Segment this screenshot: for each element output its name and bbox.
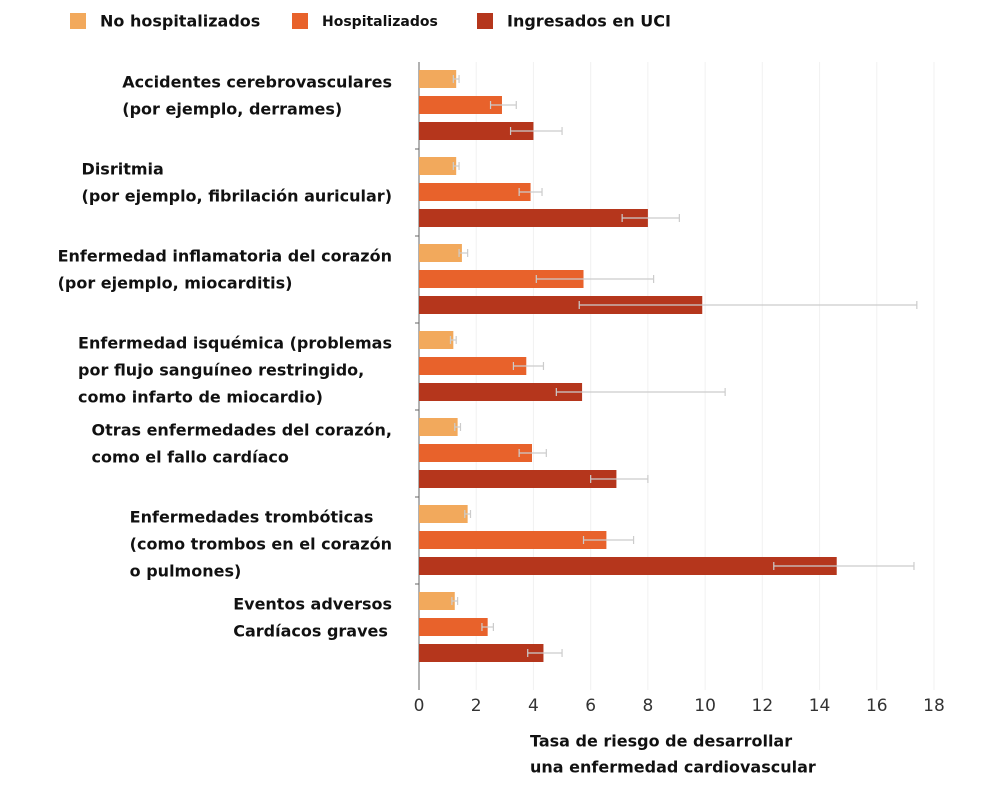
legend-label: Hospitalizados: [322, 14, 438, 30]
error-bar: [512, 362, 545, 370]
error-bar: [452, 75, 460, 83]
bar: [419, 209, 648, 227]
bar: [419, 244, 462, 262]
error-bar: [509, 127, 563, 135]
category-label: Disritmia (por ejemplo, fibrilación auric…: [82, 160, 392, 206]
bar: [419, 557, 837, 575]
bar: [419, 418, 458, 436]
error-bar: [518, 188, 543, 196]
x-axis-label: una enfermedad cardiovascular: [530, 758, 816, 777]
category-line: por flujo sanguíneo restringido,: [78, 361, 364, 380]
x-tick-label: 4: [528, 696, 539, 716]
error-bar: [449, 336, 457, 344]
error-bar: [555, 388, 726, 396]
legend-label: No hospitalizados: [100, 12, 260, 31]
error-bar: [590, 475, 649, 483]
bar: [419, 183, 531, 201]
x-tick-label: 18: [923, 696, 945, 716]
category-line: (por ejemplo, miocarditis): [58, 274, 293, 293]
category-line: Accidentes cerebrovasculares: [122, 73, 392, 92]
legend-swatch: [70, 13, 86, 29]
error-bar: [582, 536, 635, 544]
x-tick-label: 0: [414, 696, 425, 716]
category-line: Enfermedad inflamatoria del corazón: [58, 247, 392, 266]
category-line: Enfermedades trombóticas: [130, 508, 374, 527]
category-line: Otras enfermedades del corazón,: [92, 421, 392, 440]
error-bar: [527, 649, 563, 657]
bar: [419, 296, 703, 314]
error-bar: [518, 449, 547, 457]
category-line: como el fallo cardíaco: [92, 448, 289, 467]
category-label: Eventos adversos Cardíacos graves: [233, 595, 392, 641]
category-line: Cardíacos graves: [233, 622, 388, 641]
category-label: Enfermedades trombóticas (como trombos en…: [130, 508, 392, 581]
category-line: Disritmia: [82, 160, 164, 179]
category-label: Enfermedad isquémica (problemas por flujo…: [78, 334, 392, 407]
bar: [419, 122, 534, 140]
legend-swatch: [477, 13, 493, 29]
error-bar: [452, 162, 460, 170]
bar: [419, 505, 468, 523]
bar: [419, 470, 617, 488]
error-bar: [578, 301, 918, 309]
error-bar: [481, 623, 494, 631]
bar: [419, 618, 488, 636]
error-bar: [458, 249, 469, 257]
error-bar: [489, 101, 517, 109]
category-line: o pulmones): [130, 562, 242, 581]
bar: [419, 383, 583, 401]
error-bar: [451, 597, 459, 605]
category-line: (por ejemplo, fibrilación auricular): [82, 187, 392, 206]
legend-swatch: [292, 13, 308, 29]
category-line: como infarto de miocardio): [78, 388, 323, 407]
bar: [419, 444, 533, 462]
error-bar: [773, 562, 915, 570]
category-line: Eventos adversos: [233, 595, 392, 614]
x-tick-label: 2: [471, 696, 482, 716]
category-label: Accidentes cerebrovasculares (por ejemplo…: [122, 73, 392, 119]
category-line: Enfermedad isquémica (problemas: [78, 334, 392, 353]
x-tick-label: 14: [809, 696, 831, 716]
error-bar: [535, 275, 655, 283]
bar: [419, 96, 502, 114]
bar: [419, 270, 584, 288]
bar: [419, 644, 544, 662]
bar: [419, 357, 527, 375]
x-tick-label: 8: [642, 696, 653, 716]
category-label: Enfermedad inflamatoria del corazón (por …: [58, 247, 392, 293]
category-label: Otras enfermedades del corazón, como el f…: [92, 421, 392, 467]
category-line: (por ejemplo, derrames): [122, 100, 342, 119]
x-tick-label: 12: [752, 696, 774, 716]
bar: [419, 531, 607, 549]
category-line: (como trombos en el corazón: [130, 535, 392, 554]
legend-label: Ingresados en UCI: [507, 12, 671, 31]
bar: [419, 70, 457, 88]
x-tick-label: 10: [694, 696, 716, 716]
bar: [419, 157, 457, 175]
error-bar: [454, 423, 462, 431]
bar: [419, 331, 454, 349]
x-axis-label: Tasa de riesgo de desarrollar: [530, 732, 792, 751]
bar: [419, 592, 455, 610]
error-bar: [621, 214, 680, 222]
error-bar: [464, 510, 472, 518]
x-tick-label: 6: [585, 696, 596, 716]
x-tick-label: 16: [866, 696, 888, 716]
